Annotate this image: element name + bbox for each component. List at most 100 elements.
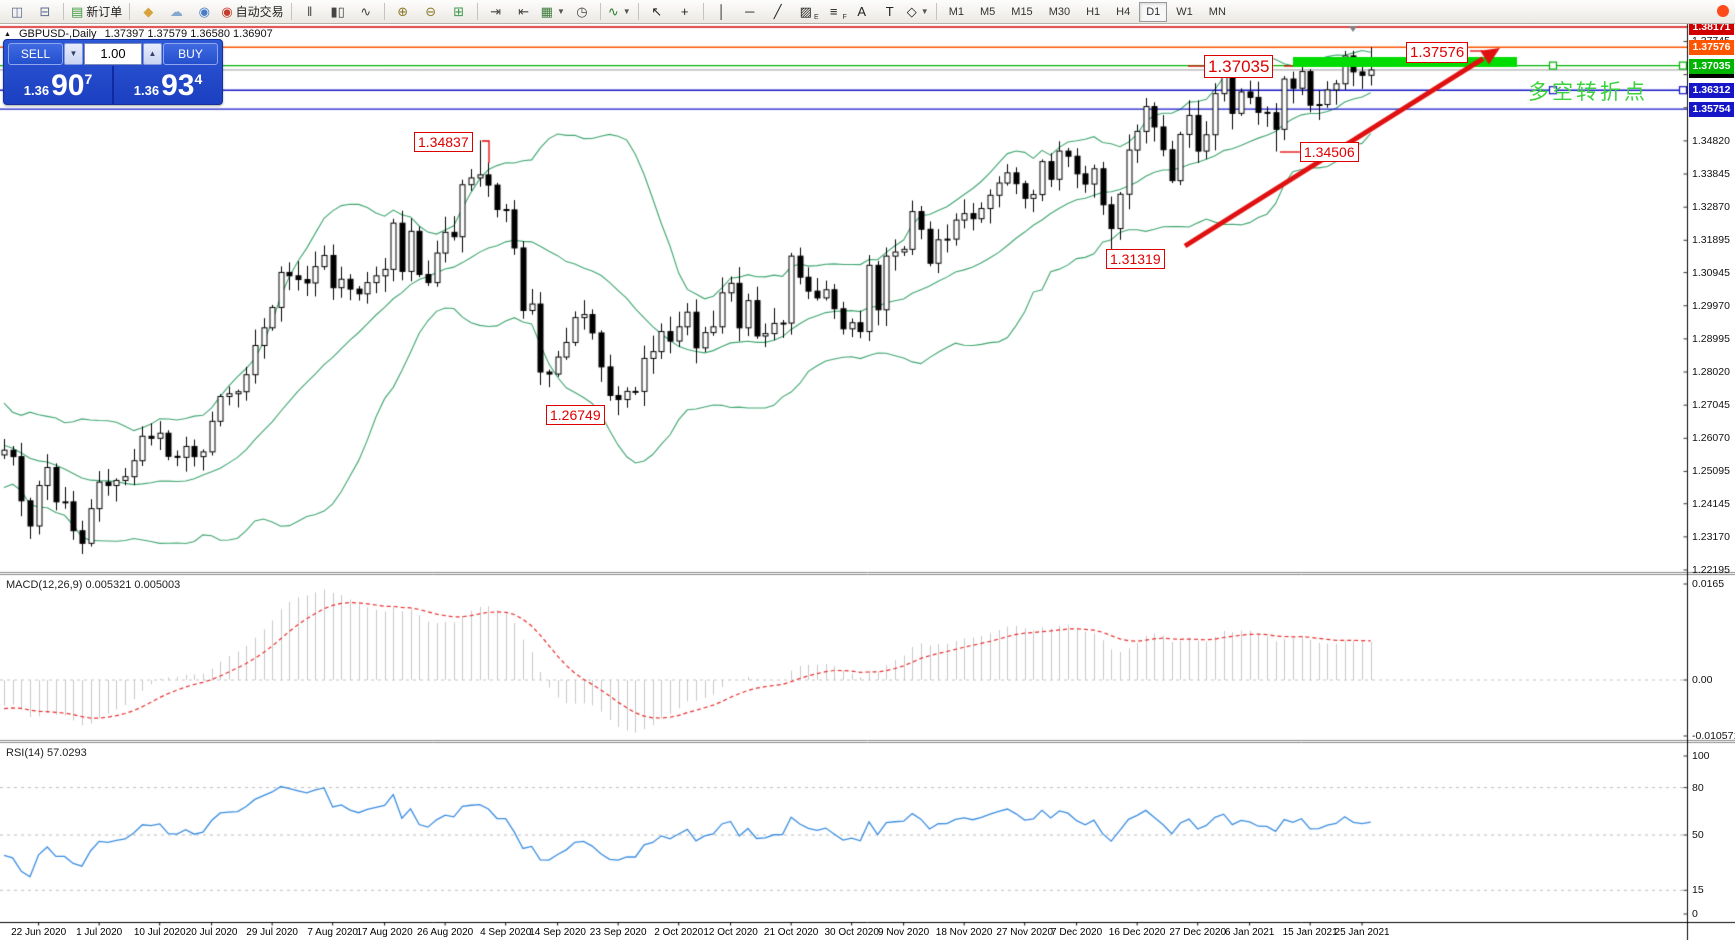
chart-window: ▲ GBPUSD-,Daily 1.37397 1.37579 1.36580 … — [0, 20, 1735, 940]
notification-badge-icon[interactable] — [1717, 5, 1729, 17]
signals-icon: ◉ — [198, 3, 210, 19]
price-annotation[interactable]: 1.34837 — [414, 132, 473, 152]
price-annotation[interactable]: 1.37035 — [1204, 55, 1274, 78]
horizontal-line-icon: ─ — [745, 4, 755, 19]
date-axis-label: 16 Dec 2020 — [1108, 927, 1166, 938]
level-price-tag: 1.35754 — [1689, 102, 1734, 118]
date-axis-label: 27 Nov 2020 — [996, 927, 1054, 938]
price-divider — [112, 66, 114, 104]
rsi-axis-tick: 50 — [1692, 829, 1704, 841]
date-axis-label: 25 Jan 2021 — [1334, 927, 1390, 938]
mql5-cloud-icon[interactable]: ☁ — [162, 2, 190, 22]
date-axis-label: 17 Aug 2020 — [356, 927, 413, 938]
zoom-out-icon[interactable]: ⊖ — [417, 2, 445, 22]
mql5-cloud-icon: ☁ — [169, 3, 183, 19]
timeframe-button-d1[interactable]: D1 — [1139, 1, 1168, 22]
new-chart-icon[interactable]: ▦ ▼ — [538, 2, 568, 22]
text-icon[interactable]: A — [848, 2, 876, 22]
toolbar-separator — [599, 3, 601, 20]
autotrading-button: ◉ — [221, 3, 233, 19]
bar-chart-icon[interactable]: ‖ — [296, 2, 324, 22]
chevron-down-icon[interactable]: ▼ — [556, 7, 565, 16]
new-order-button[interactable]: ▤ 新订单 — [68, 2, 125, 22]
fibonacci-icon[interactable]: ≡ F — [829, 4, 847, 21]
one-click-trading-panel: SELL ▼ 1.00 ▲ BUY 1.36 90 7 1.36 93 4 — [3, 39, 223, 105]
line-chart-icon[interactable]: ∿ — [352, 2, 380, 22]
toolbar: ◫ ⊟ ▤ 新订单 ◆ ☁ ◉ ◉ 自动交易 ‖ ▮▯ ∿ ⊕ ⊖ ⊞ ⇥ ⇤ ▦ ▼ ◷ ∿ ▼ ↖ + │ ─ ╱ ▨ E ≡ F A T ◇… — [0, 0, 1735, 24]
clock-icon[interactable]: ◷ — [568, 2, 596, 22]
toolbar-separator — [702, 3, 704, 20]
timeframe-button-w1[interactable]: W1 — [1176, 5, 1193, 18]
volume-decrease-button[interactable]: ▼ — [64, 42, 83, 65]
timeframe-button-m30[interactable]: M30 — [1048, 5, 1071, 18]
horizontal-line-icon[interactable]: ─ — [736, 2, 764, 22]
tile-windows-icon: ⊞ — [453, 3, 465, 19]
price-annotation[interactable]: 1.37576 — [1406, 42, 1469, 63]
rsi-axis-tick: 100 — [1692, 750, 1710, 762]
sell-price[interactable]: 1.36 90 7 — [4, 66, 112, 104]
market-watch-icon[interactable]: ◫ — [3, 2, 31, 22]
collapse-arrow-icon[interactable]: ▲ — [4, 30, 11, 38]
ask-head: 1.36 — [133, 83, 160, 98]
date-axis-label: 23 Sep 2020 — [589, 927, 647, 938]
price-annotation[interactable]: 1.26749 — [546, 405, 605, 425]
price-axis-tick: 1.28995 — [1692, 332, 1730, 345]
buy-button[interactable]: BUY — [163, 42, 218, 65]
new-chart-icon: ▦ — [540, 3, 553, 19]
date-axis-label: 2 Oct 2020 — [654, 927, 704, 938]
arrows-tool-icon[interactable]: ◇ ▼ — [904, 2, 932, 22]
tile-windows-icon[interactable]: ⊞ — [445, 2, 473, 22]
timeframe-button-h1[interactable]: H1 — [1086, 5, 1101, 18]
buy-price[interactable]: 1.36 93 4 — [114, 66, 222, 104]
chart-colors-icon[interactable]: ◆ — [134, 2, 162, 22]
auto-scroll-icon[interactable]: ⇥ — [482, 2, 510, 22]
level-price-tag: 1.37576 — [1689, 40, 1734, 56]
zoom-in-icon[interactable]: ⊕ — [389, 2, 417, 22]
chart-canvas[interactable] — [0, 24, 1735, 940]
timeframe-button-m5[interactable]: M5 — [980, 5, 996, 18]
toolbar-separator — [637, 3, 639, 20]
chinese-annotation[interactable]: 多空转折点 — [1528, 81, 1648, 104]
candlestick-chart-icon[interactable]: ▮▯ — [324, 2, 352, 22]
equidistant-channel-icon[interactable]: ▨ E — [799, 3, 819, 21]
price-annotation[interactable]: 1.34506 — [1300, 142, 1359, 162]
timeframe-button-h4[interactable]: H4 — [1116, 5, 1131, 18]
trendline-icon[interactable]: ╱ — [764, 2, 792, 22]
zoom-out-icon: ⊖ — [425, 3, 437, 19]
timeframe-button-m1[interactable]: M1 — [948, 5, 964, 18]
data-window-icon[interactable]: ⊟ — [31, 2, 59, 22]
autotrading-button[interactable]: ◉ 自动交易 — [218, 2, 286, 22]
timeframe-button-m15[interactable]: M15 — [1011, 5, 1033, 18]
cursor-icon[interactable]: ↖ — [643, 2, 671, 22]
toolbar-separator — [290, 3, 292, 20]
chevron-down-icon[interactable]: ▼ — [920, 7, 929, 16]
chart-shift-icon: ⇤ — [518, 3, 530, 19]
crosshair-icon[interactable]: + — [671, 2, 699, 22]
volume-increase-button[interactable]: ▲ — [143, 42, 162, 65]
timeframe-button-mn[interactable]: MN — [1208, 5, 1226, 18]
vertical-line-icon[interactable]: │ — [708, 2, 736, 22]
rsi-label: RSI(14) 57.0293 — [6, 747, 87, 759]
price-axis-tick: 1.22195 — [1692, 564, 1730, 576]
bid-sup: 7 — [84, 71, 93, 87]
clock-icon: ◷ — [576, 3, 588, 19]
sell-button[interactable]: SELL — [8, 42, 63, 65]
equidistant-channel-icon: ▨ — [799, 3, 812, 19]
signals-icon[interactable]: ◉ — [190, 2, 218, 22]
indicators-icon: ∿ — [607, 3, 619, 19]
chevron-down-icon[interactable]: ▼ — [622, 7, 631, 16]
text-label-icon[interactable]: T — [876, 2, 904, 22]
date-axis-label: 26 Aug 2020 — [417, 927, 474, 938]
price-axis-tick: 1.31895 — [1692, 234, 1730, 247]
price-annotation[interactable]: 1.31319 — [1106, 249, 1165, 269]
ohlc-values-label: 1.37397 1.37579 1.36580 1.36907 — [104, 28, 273, 40]
price-axis-tick: 1.24145 — [1692, 497, 1730, 510]
indicators-icon[interactable]: ∿ ▼ — [605, 2, 634, 22]
rsi-axis-tick: 80 — [1692, 781, 1704, 794]
chart-shift-icon[interactable]: ⇤ — [510, 2, 538, 22]
toolbar-separator — [476, 3, 478, 20]
macd-axis-tick: 0.0165 — [1692, 578, 1725, 590]
volume-input[interactable]: 1.00 — [84, 42, 142, 65]
toolbar-separator — [935, 3, 937, 20]
